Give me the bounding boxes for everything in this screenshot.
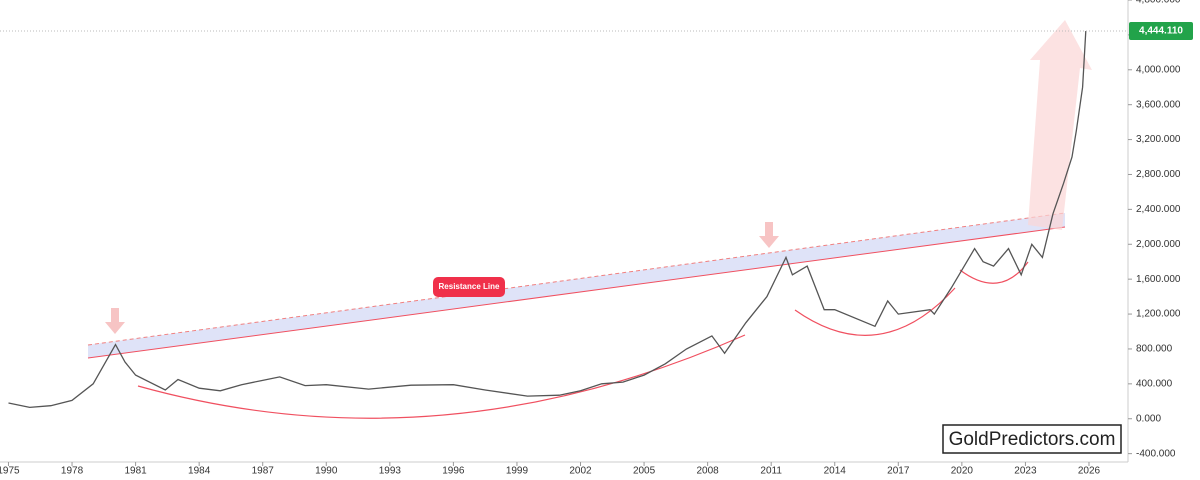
annotation-label: Resistance Line (439, 282, 500, 291)
annotation-box (433, 277, 505, 297)
x-tick-label: 1993 (379, 466, 402, 477)
x-tick-label: 1975 (0, 466, 20, 477)
x-tick-label: 2011 (760, 466, 782, 477)
y-tick-label: 3,600.000 (1136, 99, 1181, 110)
y-tick-label: -400.000 (1136, 448, 1176, 459)
x-tick-label: 1987 (252, 466, 275, 477)
y-tick-label: 400.000 (1136, 378, 1173, 389)
resistance-line (87, 226, 1066, 359)
cup-arc (794, 287, 956, 336)
y-tick-label: 2,000.000 (1136, 239, 1181, 250)
y-tick-label: 3,200.000 (1136, 134, 1181, 145)
x-tick-label: 2002 (569, 466, 592, 477)
y-tick-label: 4,000.000 (1136, 64, 1181, 75)
cup-arc (137, 334, 746, 419)
x-tick-label: 2023 (1014, 466, 1037, 477)
x-tick-label: 2008 (697, 466, 720, 477)
y-tick-label: 1,200.000 (1136, 309, 1181, 320)
x-tick-label: 2017 (887, 466, 910, 477)
resistance-band (88, 213, 1065, 358)
x-tick-label: 1990 (315, 466, 338, 477)
price-line (8, 30, 1087, 409)
y-tick-label: 0.000 (1136, 413, 1161, 424)
last-price-label: 4,444.110 (1139, 26, 1183, 37)
x-tick-label: 2005 (633, 466, 656, 477)
arrow-up (1028, 20, 1092, 230)
x-tick-label: 1999 (506, 466, 529, 477)
last-price-box (1129, 22, 1193, 41)
x-tick-label: 1984 (188, 466, 211, 477)
y-tick-label: 2,800.000 (1136, 169, 1181, 180)
watermark: GoldPredictors.com (949, 429, 1116, 450)
x-tick-label: 1981 (124, 466, 147, 477)
x-tick-label: 2014 (824, 466, 847, 477)
y-tick-label: 1,600.000 (1136, 274, 1181, 285)
arrow-down (105, 308, 125, 334)
x-tick-label: 2020 (951, 466, 974, 477)
cup-arc (959, 261, 1029, 284)
y-tick-label: 4,800.000 (1136, 0, 1181, 6)
watermark-box (942, 424, 1122, 454)
y-tick-label: 800.000 (1136, 344, 1173, 355)
resistance-upper (87, 212, 1066, 346)
x-tick-label: 1978 (61, 466, 84, 477)
x-tick-label: 1996 (442, 466, 465, 477)
y-tick-label: 2,400.000 (1136, 204, 1181, 215)
arrow-down (759, 222, 779, 248)
x-tick-label: 2026 (1078, 466, 1101, 477)
